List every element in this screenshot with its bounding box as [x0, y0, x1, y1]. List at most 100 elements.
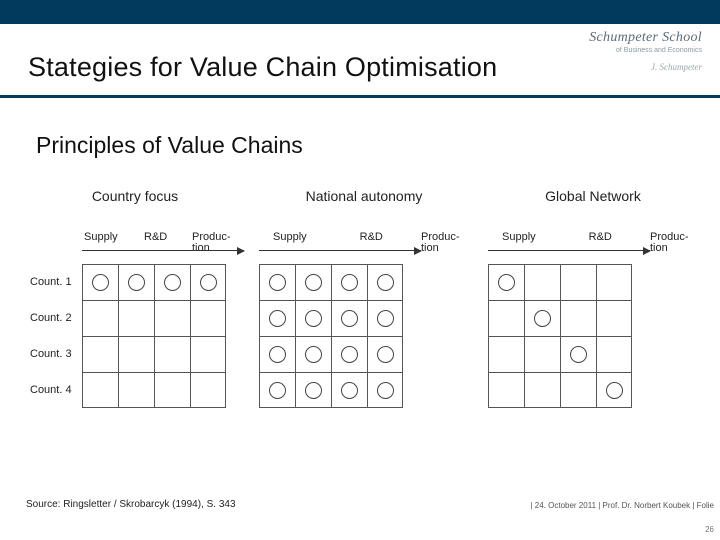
circle-marker [341, 346, 358, 363]
circle-marker [377, 274, 394, 291]
grid-cell [488, 300, 524, 336]
circle-marker [92, 274, 109, 291]
panel: Global NetworkSupplyR&DProduc- tion [488, 188, 698, 408]
grid-cell [118, 300, 154, 336]
header: Stategies for Value Chain Optimisation S… [0, 24, 720, 98]
grid [82, 264, 226, 408]
grid [488, 264, 632, 408]
arrow-icon [259, 250, 421, 251]
grid-cell [154, 336, 190, 372]
grid-cell [154, 300, 190, 336]
circle-marker [128, 274, 145, 291]
footer-right: | 24. October 2011 | Prof. Dr. Norbert K… [530, 501, 714, 510]
logo-signature: J. Schumpeter [651, 62, 702, 72]
grid-cell [154, 264, 190, 300]
panel-title: Global Network [488, 188, 698, 204]
grid-cell [118, 264, 154, 300]
row-labels: Count. 1Count. 2Count. 3Count. 4 [30, 264, 82, 408]
grid-cell [259, 336, 295, 372]
logo-block: Schumpeter School of Business and Econom… [502, 30, 702, 54]
circle-marker [305, 310, 322, 327]
grid-wrap: Count. 1Count. 2Count. 3Count. 4 [30, 264, 240, 408]
logo-main: Schumpeter School [502, 30, 702, 46]
circle-marker [534, 310, 551, 327]
row-label: Count. 1 [30, 264, 82, 300]
grid-cell [259, 264, 295, 300]
circle-marker [377, 382, 394, 399]
circle-marker [269, 346, 286, 363]
circle-marker [269, 310, 286, 327]
grid-cell [295, 264, 331, 300]
circle-marker [377, 346, 394, 363]
circle-marker [164, 274, 181, 291]
row-label: Count. 4 [30, 372, 82, 408]
grid-cell [560, 264, 596, 300]
row-label-spacer [30, 232, 82, 254]
grid-cell [524, 264, 560, 300]
grid-cell [367, 336, 403, 372]
grid-cell [596, 372, 632, 408]
grid-wrap [259, 264, 469, 408]
circle-marker [305, 274, 322, 291]
grid-cell [367, 264, 403, 300]
grid-cell [596, 300, 632, 336]
panel: National autonomySupplyR&DProduc- tion [259, 188, 469, 408]
arrow-icon [82, 250, 244, 251]
grid-cell [295, 336, 331, 372]
grid-cell [367, 300, 403, 336]
grid-cell [154, 372, 190, 408]
source-citation: Source: Ringsletter / Skrobarcyk (1994),… [26, 499, 236, 510]
row-label: Count. 2 [30, 300, 82, 336]
top-bar [0, 0, 720, 24]
grid-cell [560, 300, 596, 336]
grid-wrap [488, 264, 698, 408]
page-number: 26 [705, 525, 714, 534]
circle-marker [606, 382, 623, 399]
row-label: Count. 3 [30, 336, 82, 372]
page-title: Stategies for Value Chain Optimisation [28, 52, 497, 83]
circle-marker [341, 382, 358, 399]
panel-title: Country focus [30, 188, 240, 204]
grid-cell [331, 336, 367, 372]
column-header: Produc- tion [421, 232, 467, 254]
grid-cell [524, 372, 560, 408]
grid-cell [295, 372, 331, 408]
panels-row: Country focusSupplyR&DProduc- tionCount.… [30, 188, 698, 408]
grid-cell [82, 264, 118, 300]
grid-cell [190, 264, 226, 300]
grid-cell [295, 300, 331, 336]
grid-cell [331, 372, 367, 408]
column-header: Produc- tion [650, 232, 696, 254]
grid-cell [82, 300, 118, 336]
panel: Country focusSupplyR&DProduc- tionCount.… [30, 188, 240, 408]
grid-cell [331, 264, 367, 300]
grid [259, 264, 403, 408]
arrow-icon [488, 250, 650, 251]
grid-cell [118, 336, 154, 372]
circle-marker [341, 274, 358, 291]
circle-marker [498, 274, 515, 291]
grid-cell [488, 336, 524, 372]
circle-marker [377, 310, 394, 327]
circle-marker [570, 346, 587, 363]
grid-cell [560, 372, 596, 408]
circle-marker [341, 310, 358, 327]
grid-cell [259, 300, 295, 336]
circle-marker [269, 382, 286, 399]
grid-cell [259, 372, 295, 408]
grid-cell [596, 336, 632, 372]
grid-cell [367, 372, 403, 408]
circle-marker [200, 274, 217, 291]
grid-cell [190, 300, 226, 336]
circle-marker [305, 382, 322, 399]
logo-sub: of Business and Economics [502, 47, 702, 54]
grid-cell [331, 300, 367, 336]
grid-cell [524, 336, 560, 372]
grid-cell [82, 336, 118, 372]
circle-marker [269, 274, 286, 291]
grid-cell [488, 372, 524, 408]
circle-marker [305, 346, 322, 363]
grid-cell [118, 372, 154, 408]
panel-title: National autonomy [259, 188, 469, 204]
grid-cell [524, 300, 560, 336]
